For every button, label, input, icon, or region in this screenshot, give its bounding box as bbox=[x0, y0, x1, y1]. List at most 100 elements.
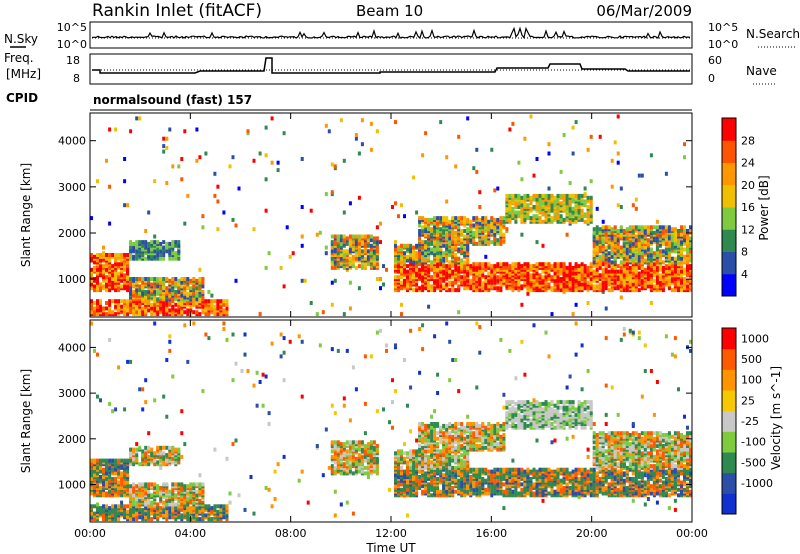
heatmap-cell bbox=[342, 442, 346, 447]
heatmap-cell bbox=[114, 504, 118, 509]
heatmap-cell bbox=[111, 504, 115, 509]
heatmap-cell bbox=[457, 247, 461, 252]
heatmap-cell bbox=[677, 243, 680, 248]
heatmap-cell bbox=[342, 453, 346, 458]
heatmap-cell bbox=[529, 114, 533, 119]
heatmap-cell bbox=[547, 203, 551, 208]
heatmap-cell bbox=[174, 280, 178, 285]
heatmap-cell bbox=[102, 475, 105, 479]
heatmap-cell bbox=[661, 234, 665, 239]
heatmap-cell bbox=[463, 229, 467, 233]
heatmap-cell bbox=[123, 464, 127, 469]
heatmap-cell bbox=[655, 238, 659, 243]
heatmap-cell bbox=[589, 134, 593, 139]
heatmap-cell bbox=[90, 476, 93, 481]
heatmap-cell bbox=[544, 193, 548, 198]
heatmap-cell bbox=[586, 205, 590, 209]
heatmap-cell bbox=[442, 251, 446, 256]
heatmap-cell bbox=[532, 214, 536, 219]
heatmap-cell bbox=[219, 312, 223, 317]
heatmap-cell bbox=[174, 289, 178, 294]
heatmap-cell bbox=[583, 199, 587, 204]
heatmap-cell bbox=[336, 348, 340, 353]
heatmap-cell bbox=[153, 284, 157, 289]
heatmap-cell bbox=[649, 301, 653, 305]
heatmap-cell bbox=[375, 249, 379, 254]
heatmap-cell bbox=[469, 271, 473, 276]
heatmap-cell bbox=[162, 277, 166, 281]
heatmap-cell bbox=[306, 500, 310, 505]
heatmap-cell bbox=[234, 278, 238, 283]
heatmap-cell bbox=[496, 225, 500, 230]
heatmap-cell bbox=[613, 278, 617, 283]
heatmap-cell bbox=[135, 502, 139, 507]
heatmap-cell bbox=[171, 304, 175, 309]
heatmap-cell bbox=[595, 251, 599, 256]
heatmap-cell bbox=[141, 280, 145, 285]
heatmap-cell bbox=[403, 243, 406, 248]
heatmap-cell bbox=[366, 249, 370, 254]
heatmap-cell bbox=[686, 264, 689, 269]
heatmap-cell bbox=[123, 179, 127, 184]
heatmap-cell bbox=[535, 267, 539, 272]
heatmap-cell bbox=[490, 280, 494, 285]
heatmap-cell bbox=[439, 254, 443, 259]
heatmap-cell bbox=[375, 444, 379, 448]
heatmap-cell bbox=[258, 380, 262, 384]
heatmap-cell bbox=[523, 201, 527, 206]
heatmap-cell bbox=[357, 264, 361, 269]
heatmap-cell bbox=[213, 193, 217, 198]
heatmap-cell bbox=[619, 260, 623, 265]
heatmap-cell bbox=[677, 240, 680, 245]
heatmap-cell bbox=[445, 264, 449, 269]
heatmap-cell bbox=[421, 240, 425, 245]
heatmap-cell bbox=[156, 240, 160, 245]
heatmap-cell bbox=[102, 306, 105, 311]
heatmap-cell bbox=[520, 214, 524, 219]
heatmap-cell bbox=[105, 484, 108, 489]
heatmap-cell bbox=[195, 482, 199, 487]
heatmap-cell bbox=[427, 269, 431, 274]
heatmap-cell bbox=[529, 267, 533, 272]
heatmap-cell bbox=[568, 262, 572, 267]
heatmap-cell bbox=[195, 493, 199, 498]
heatmap-cell bbox=[288, 254, 292, 259]
heatmap-cell bbox=[400, 280, 403, 285]
heatmap-cell bbox=[418, 223, 422, 228]
heatmap-cell bbox=[586, 286, 590, 291]
heatmap-cell bbox=[90, 278, 93, 283]
heatmap-cell bbox=[126, 253, 130, 257]
heatmap-cell bbox=[120, 304, 124, 309]
heatmap-cell bbox=[400, 203, 403, 208]
heatmap-cell bbox=[168, 241, 172, 246]
heatmap-cell bbox=[571, 193, 575, 198]
heatmap-cell bbox=[460, 258, 464, 263]
heatmap-cell bbox=[342, 456, 346, 461]
heatmap-cell bbox=[156, 277, 160, 281]
heatmap-cell bbox=[466, 265, 470, 270]
heatmap-cell bbox=[126, 284, 130, 289]
heatmap-cell bbox=[619, 186, 623, 191]
heatmap-cell bbox=[222, 327, 226, 331]
heatmap-cell bbox=[93, 288, 96, 293]
colorbar-segment bbox=[722, 273, 736, 297]
heatmap-cell bbox=[565, 206, 569, 211]
heatmap-cell bbox=[511, 121, 515, 126]
heatmap-cell bbox=[144, 400, 148, 405]
heatmap-cell bbox=[460, 229, 464, 233]
cpid-label: CPID bbox=[6, 91, 38, 105]
heatmap-cell bbox=[689, 278, 692, 283]
heatmap-cell bbox=[634, 241, 638, 246]
heatmap-cell bbox=[469, 278, 473, 283]
heatmap-cell bbox=[348, 247, 352, 252]
cpid-value: normalsound (fast) 157 bbox=[93, 93, 252, 107]
heatmap-cell bbox=[93, 348, 96, 353]
heatmap-cell bbox=[484, 254, 488, 259]
heatmap-cell bbox=[649, 253, 653, 257]
heatmap-cell bbox=[363, 256, 367, 261]
heatmap-cell bbox=[616, 280, 620, 285]
heatmap-cell bbox=[123, 273, 127, 278]
heatmap-cell bbox=[397, 245, 400, 250]
heatmap-cell bbox=[93, 511, 96, 516]
heatmap-cell bbox=[430, 275, 434, 280]
